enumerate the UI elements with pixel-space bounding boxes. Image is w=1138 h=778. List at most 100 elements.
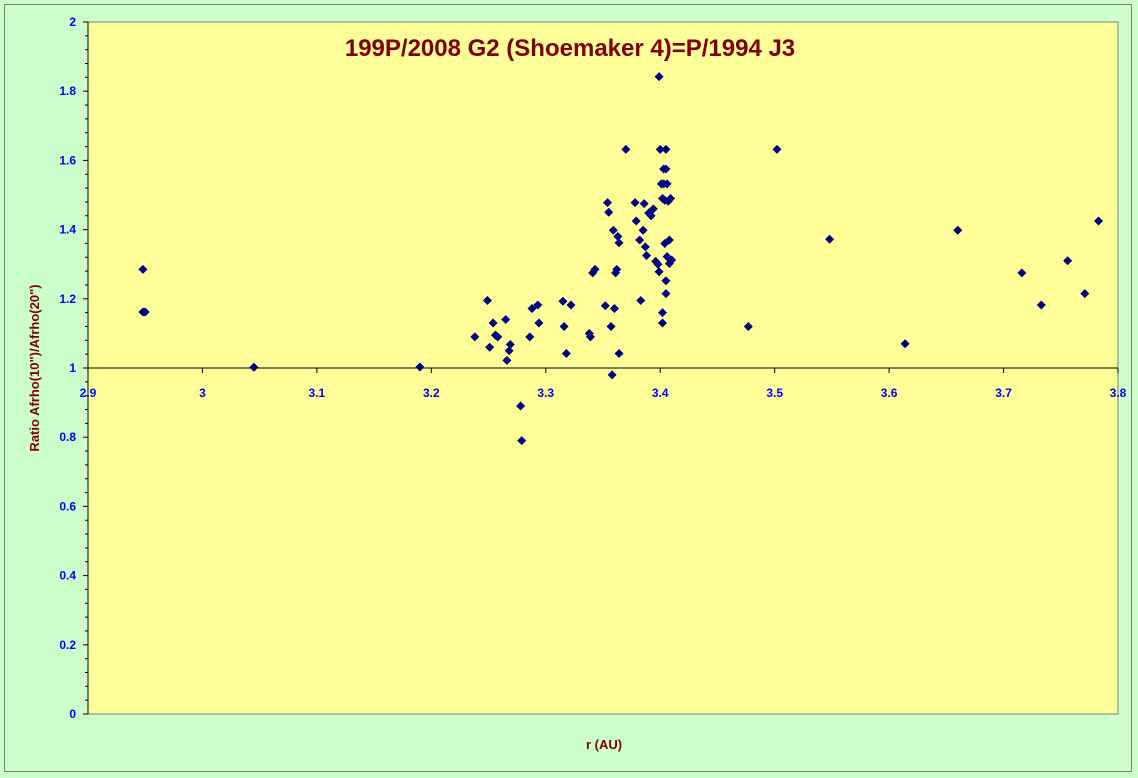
y-tick-label: 1.6	[59, 153, 76, 167]
y-tick-label: 0.2	[59, 638, 76, 652]
data-point	[614, 348, 624, 358]
data-point	[666, 193, 676, 203]
y-tick-label: 0	[69, 707, 76, 721]
data-point	[603, 198, 613, 208]
data-point	[534, 318, 544, 328]
data-point	[485, 342, 495, 352]
y-axis-title: Ratio Afrho(10")/Afrho(20")	[27, 284, 42, 451]
x-tick-label: 3.5	[766, 386, 783, 400]
data-point	[505, 339, 515, 349]
data-point	[662, 179, 672, 189]
y-tick-label: 1.8	[59, 84, 76, 98]
data-point	[415, 362, 425, 372]
x-tick-label: 3.6	[881, 386, 898, 400]
data-point	[470, 332, 480, 342]
data-point	[653, 259, 663, 269]
data-point	[648, 204, 658, 214]
chart-frame	[4, 4, 1132, 772]
data-point	[664, 235, 674, 245]
x-tick-label: 3.8	[1110, 386, 1127, 400]
data-point	[590, 264, 600, 274]
y-axis: 0 0.2 0.4 0.6 0.8 1 1.2 1.4 1.6 1.8 2	[59, 15, 89, 721]
data-point	[608, 225, 618, 235]
data-points	[138, 72, 1104, 446]
data-point	[640, 242, 650, 252]
data-point	[646, 211, 656, 221]
y-tick-label: 1.4	[59, 223, 76, 237]
data-point	[1063, 256, 1073, 266]
data-point	[630, 198, 640, 208]
y-tick-label: 1	[69, 361, 76, 375]
data-point	[533, 300, 543, 310]
data-point	[667, 255, 677, 265]
data-point	[1036, 300, 1046, 310]
data-point	[661, 164, 671, 174]
data-point	[641, 251, 651, 261]
chart-title: 199P/2008 G2 (Shoemaker 4)=P/1994 J3	[345, 35, 795, 62]
data-point	[482, 296, 492, 306]
data-point	[488, 318, 498, 328]
x-tick-label: 3.2	[423, 386, 440, 400]
data-point	[636, 296, 646, 306]
data-point	[613, 232, 623, 242]
data-point	[654, 267, 664, 277]
data-point	[606, 321, 616, 331]
data-point	[658, 318, 668, 328]
data-point	[517, 436, 527, 446]
x-axis: 2.9 3 3.1 3.2 3.3 3.4 3.5 3.6 3.7 3.8	[80, 367, 1127, 400]
data-point	[607, 370, 617, 380]
data-point	[614, 238, 624, 248]
data-point	[504, 346, 514, 356]
data-point	[559, 321, 569, 331]
y-tick-label: 0.8	[59, 430, 76, 444]
x-tick-label: 3	[199, 386, 206, 400]
data-point	[953, 225, 963, 235]
data-point	[658, 308, 668, 318]
data-point	[525, 332, 535, 342]
data-point	[900, 339, 910, 349]
data-point	[609, 303, 619, 313]
data-point	[493, 332, 503, 342]
data-point	[585, 332, 595, 342]
y-tick-label: 0.6	[59, 499, 76, 513]
data-point	[140, 307, 150, 317]
data-point	[655, 144, 665, 154]
data-point	[825, 234, 835, 244]
data-point	[561, 348, 571, 358]
data-point	[772, 144, 782, 154]
data-point	[501, 315, 511, 325]
data-point	[1094, 216, 1104, 226]
data-point	[502, 355, 512, 365]
data-point	[612, 264, 622, 274]
data-point	[654, 72, 664, 82]
data-point	[516, 401, 526, 411]
data-point	[638, 225, 648, 235]
data-point	[138, 264, 148, 274]
x-tick-label: 2.9	[80, 386, 97, 400]
data-point	[635, 235, 645, 245]
data-point	[743, 321, 753, 331]
data-point	[661, 144, 671, 154]
x-tick-label: 3.1	[309, 386, 326, 400]
y-tick-label: 1.2	[59, 292, 76, 306]
data-point	[558, 296, 568, 306]
x-tick-label: 3.7	[995, 386, 1012, 400]
x-axis-title: r (AU)	[586, 737, 622, 752]
data-point	[621, 144, 631, 154]
data-point	[661, 276, 671, 286]
x-tick-label: 3.3	[537, 386, 554, 400]
y-tick-label: 0.4	[59, 569, 76, 583]
y-tick-label: 2	[69, 15, 76, 29]
data-point	[604, 207, 614, 217]
x-tick-label: 3.4	[652, 386, 669, 400]
data-point	[661, 289, 671, 299]
data-point	[639, 199, 649, 209]
data-point	[249, 362, 259, 372]
data-point	[1017, 268, 1027, 278]
data-point	[600, 301, 610, 311]
data-point	[631, 216, 641, 226]
data-point	[566, 300, 576, 310]
data-point	[1080, 289, 1090, 299]
data-point	[527, 303, 537, 313]
